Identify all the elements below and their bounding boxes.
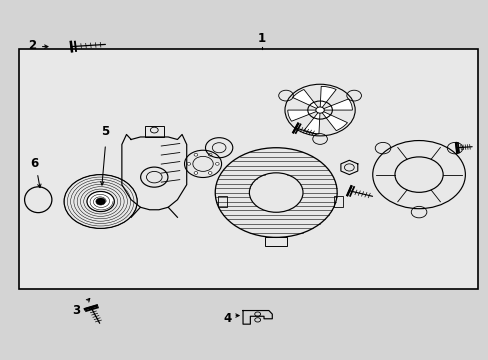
Wedge shape [304,110,320,134]
Bar [218,196,226,207]
Text: 1: 1 [257,32,265,45]
Circle shape [194,172,197,174]
Circle shape [208,153,212,156]
Bar [333,196,342,207]
Text: 6: 6 [31,157,39,170]
Wedge shape [287,110,320,121]
Circle shape [315,107,324,113]
Bar [144,126,163,137]
Circle shape [87,192,114,212]
Circle shape [96,198,105,205]
Bar [265,237,286,246]
Circle shape [186,162,190,165]
Wedge shape [320,110,347,131]
Wedge shape [320,86,336,110]
Wedge shape [292,90,320,110]
Circle shape [194,153,197,156]
Text: 2: 2 [28,39,37,52]
Text: 3: 3 [72,305,80,318]
Text: 4: 4 [223,311,231,325]
Circle shape [215,162,219,165]
Wedge shape [320,99,352,110]
Text: 5: 5 [101,125,109,138]
Circle shape [208,172,212,174]
Bar [19,49,477,289]
